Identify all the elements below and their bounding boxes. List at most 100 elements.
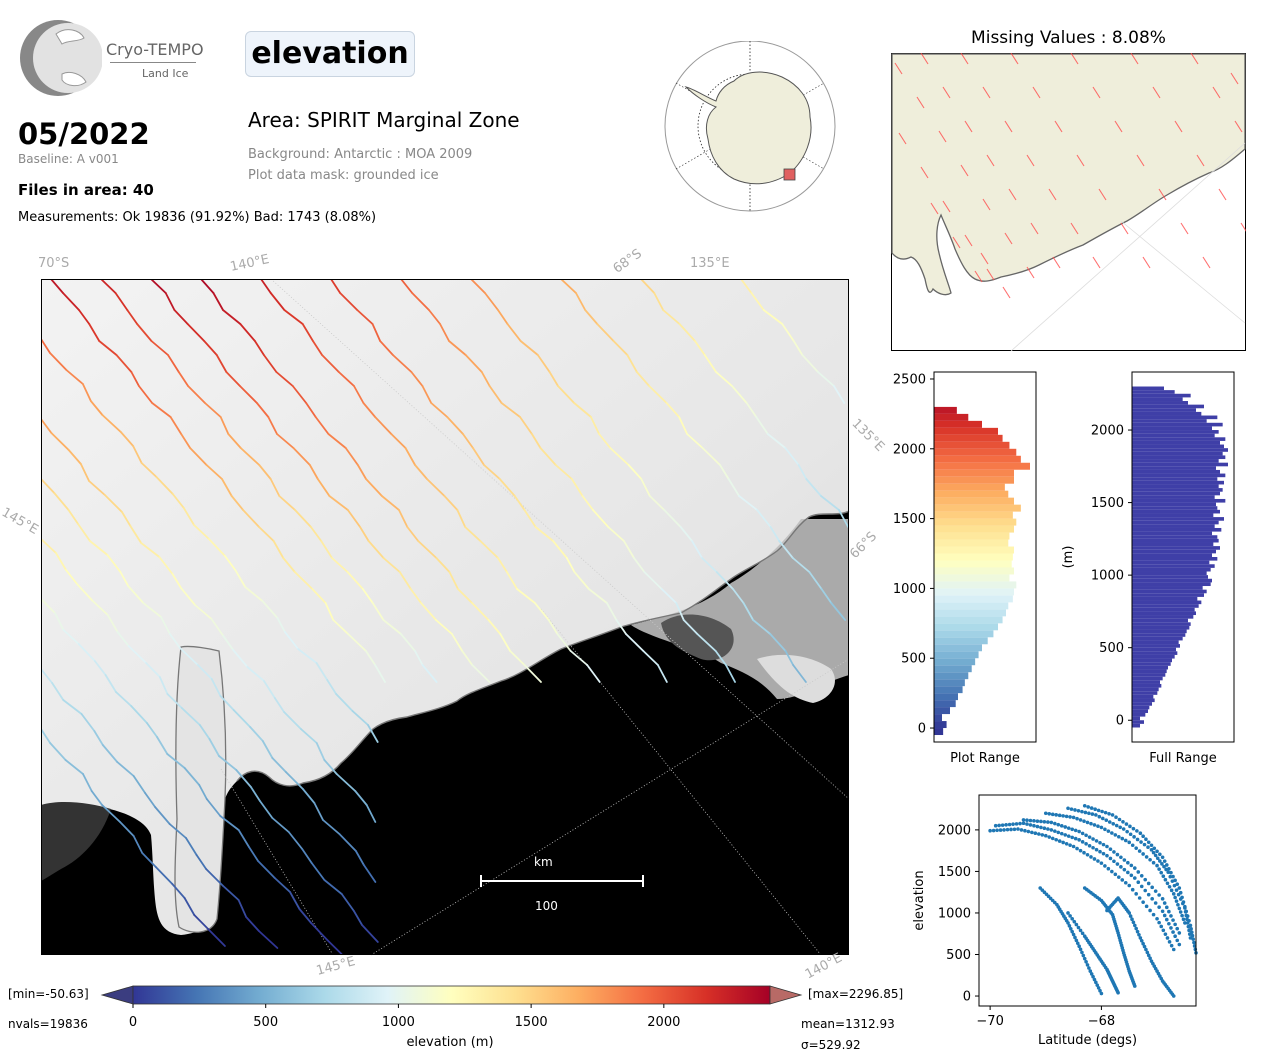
scatter-point: [1066, 921, 1070, 925]
full-range-histogram: 0 500 1000 1500 2000 Full Range (m): [1061, 371, 1235, 766]
histogram-bar: [1132, 658, 1172, 663]
track-segment: [311, 588, 327, 604]
missing-value-segment: [964, 120, 973, 133]
histogram-bar: [1132, 683, 1162, 688]
track-segment: [548, 371, 559, 387]
scatter-point: [1042, 819, 1047, 824]
track-segment: [246, 666, 265, 682]
track-segment: [570, 478, 584, 497]
track-segment: [784, 650, 795, 666]
track-segment: [130, 705, 148, 724]
scatter-point: [1093, 807, 1097, 812]
missing-value-segment: [920, 166, 929, 179]
scatter-point: [1087, 843, 1092, 848]
scatter-point: [1113, 872, 1118, 877]
missing-value-segment: [1054, 120, 1063, 133]
scatter-point: [1061, 840, 1065, 845]
missing-value-segment: [1158, 188, 1167, 201]
track-segment: [116, 761, 135, 777]
track-segment: [218, 755, 238, 771]
scatter-point: [1169, 926, 1173, 930]
scatter-point: [1165, 936, 1170, 940]
scatter-point: [1132, 835, 1136, 839]
scatter-point: [1087, 835, 1092, 839]
scatter-point: [1054, 813, 1059, 817]
scatter-point: [1011, 822, 1015, 826]
histogram-bar: [1132, 491, 1220, 496]
scatter-ytick-label: 2000: [938, 823, 971, 838]
area-highlight-box: [783, 168, 796, 181]
track-segment: [258, 526, 275, 542]
missing-value-segment: [1002, 286, 1011, 299]
track-segment: [183, 767, 201, 786]
histogram-bar: [1132, 618, 1188, 623]
scatter-point: [1094, 847, 1099, 852]
track-segment: [365, 478, 383, 497]
missing-value-segment: [1052, 256, 1061, 269]
histogram-bar: [1132, 513, 1214, 518]
scatter-point: [1138, 936, 1143, 940]
histogram-bar: [1132, 415, 1218, 420]
scatter-point: [1105, 844, 1109, 849]
scatter-point: [1150, 885, 1154, 890]
scatter-point: [1066, 806, 1070, 811]
scatter-point: [1124, 822, 1129, 826]
scatter-point: [1083, 810, 1088, 815]
track-segment: [41, 478, 56, 494]
histogram-bar: [934, 637, 988, 645]
scatter-point: [1082, 819, 1086, 823]
scatter-point: [1047, 835, 1052, 839]
track-segment: [808, 571, 823, 590]
track-segment: [203, 340, 218, 356]
scatter-point: [1192, 940, 1196, 945]
scatter-point: [1183, 921, 1187, 925]
scatter-point: [995, 828, 999, 833]
scatter-point: [1082, 850, 1086, 855]
missing-values-title: Missing Values : 8.08%: [971, 28, 1166, 48]
label-135E-top: 135°E: [690, 256, 730, 271]
track-segment: [145, 662, 161, 678]
scatter-point: [1046, 827, 1050, 831]
track-segment: [404, 447, 416, 466]
scatter-point: [1164, 917, 1169, 922]
track-segment: [245, 916, 260, 932]
scatter-point: [1157, 893, 1161, 897]
track-segment: [224, 555, 237, 571]
track-segment: [234, 569, 247, 588]
histogram-bar: [1132, 709, 1148, 713]
scatter-point: [1075, 816, 1079, 821]
track-segment: [328, 495, 349, 511]
scatter-point: [1016, 827, 1020, 831]
scatter-point: [1070, 827, 1074, 832]
scatter-point: [1130, 917, 1134, 921]
histogram-bar: [934, 483, 1005, 491]
scatter-point: [1131, 920, 1136, 925]
track-segment: [151, 402, 172, 418]
histogram-bar: [1132, 589, 1207, 594]
track-segment: [547, 619, 559, 635]
histogram-bar: [1132, 397, 1183, 402]
track-segment: [62, 699, 83, 715]
track-segment: [292, 447, 311, 466]
missing-value-segment: [920, 53, 929, 65]
scatter-point: [991, 828, 996, 833]
scatter-point: [1019, 828, 1024, 832]
track-segment: [41, 668, 54, 684]
track-segment: [77, 523, 91, 542]
colorbar-max: [max=2296.85]: [808, 987, 904, 1001]
scatter-point: [1026, 829, 1031, 834]
scatter-point: [1069, 807, 1074, 811]
histogram-bar: [934, 511, 1013, 519]
scatter-point: [1175, 926, 1180, 931]
track-segment: [221, 478, 233, 497]
scatter-point: [1122, 858, 1127, 862]
track-segment: [257, 860, 276, 879]
logo-title: Cryo-TEMPO: [106, 40, 204, 59]
track-segment: [420, 602, 437, 621]
scatter-point: [1096, 986, 1101, 990]
track-segment: [354, 850, 365, 866]
track-segment: [276, 433, 295, 449]
track-segment: [225, 371, 241, 387]
scatter-point: [1098, 849, 1102, 854]
track-segment: [339, 292, 359, 311]
